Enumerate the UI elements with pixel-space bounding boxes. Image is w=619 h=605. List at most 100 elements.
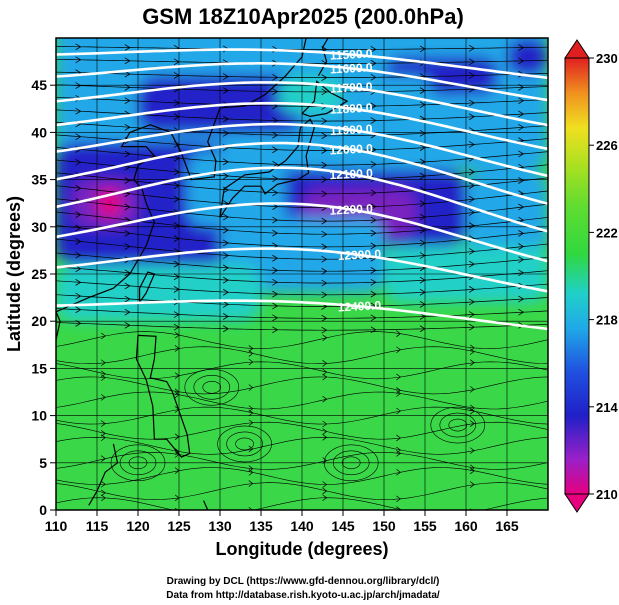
streamline-arrow [124, 70, 131, 78]
streamline-arrow [222, 252, 229, 259]
streamline-arrow [370, 242, 377, 250]
y-tick-label: 0 [39, 502, 47, 518]
coastline [301, 80, 349, 118]
contour-label: 11600.0 [330, 60, 374, 76]
streamline-arrow [396, 495, 401, 503]
streamline-arrow [124, 203, 131, 211]
streamline-arrow [75, 306, 82, 314]
credit-drawing: Drawing by DCL (https://www.gfd-dennou.o… [167, 576, 440, 587]
streamline-eddy [226, 431, 263, 457]
streamline-arrow [222, 158, 229, 166]
streamline-arrow [272, 88, 279, 95]
streamline-arrow [272, 160, 279, 168]
streamline-arrow [272, 229, 279, 237]
y-tick-label: 30 [31, 219, 47, 235]
streamline-arrow [272, 326, 279, 334]
colorbar-top-triangle [564, 39, 590, 59]
streamline-arrow [75, 43, 82, 51]
streamline-arrow [321, 147, 328, 154]
streamline-arrow [124, 282, 131, 290]
streamline-arrow [100, 359, 106, 367]
streamline-arrow [468, 99, 475, 107]
streamline-arrow [248, 469, 254, 476]
contour-label: 11800.0 [330, 101, 374, 117]
credit-data: Data from http://database.rish.kyoto-u.a… [166, 590, 440, 601]
streamline-arrow [518, 110, 525, 118]
streamline-arrow [100, 332, 106, 340]
y-axis-label: Latitude (degrees) [4, 196, 24, 352]
contour-label: 11700.0 [330, 80, 374, 96]
colorbar-ramp [564, 57, 590, 495]
streamline-arrow [75, 184, 82, 192]
streamline-arrow [518, 123, 525, 131]
streamline-arrow [321, 88, 328, 96]
x-tick-label: 150 [372, 518, 396, 534]
streamline-arrow [222, 301, 229, 308]
streamline-arrow [322, 334, 328, 342]
streamline-arrow [174, 507, 178, 510]
y-tick-label: 35 [31, 172, 47, 188]
streamline-arrow [469, 481, 475, 488]
streamline-arrow [75, 133, 82, 141]
contour-label: 12000.0 [329, 141, 373, 157]
streamline-arrow [518, 256, 525, 264]
streamline-arrow [100, 455, 106, 462]
streamline-arrow [396, 450, 401, 457]
contour-label: 11500.0 [330, 46, 374, 62]
contour-11800 [56, 101, 548, 151]
streamline-arrow [124, 230, 131, 237]
coastlines [56, 38, 349, 510]
x-axis-label: Longitude (degrees) [215, 539, 388, 559]
streamline-arrow [222, 115, 229, 123]
x-tick-label: 115 [86, 518, 109, 534]
streamline-eddy [235, 437, 254, 451]
streamline-arrow [518, 308, 525, 316]
streamline-arrow [518, 269, 525, 277]
streamline-arrow [468, 72, 475, 79]
streamline-arrow [222, 313, 229, 320]
streamline-arrow [124, 177, 131, 184]
streamline-arrow [100, 489, 106, 497]
streamline-arrow [322, 428, 328, 435]
streamline-arrow [248, 480, 254, 487]
streamline-arrow [468, 222, 475, 229]
x-tick-label: 125 [167, 518, 191, 534]
streamline-eddy [430, 406, 486, 444]
y-tick-label: 5 [39, 455, 47, 471]
streamline-arrow [75, 238, 82, 245]
coastline [139, 271, 156, 303]
streamline-arrow [321, 291, 328, 299]
streamline-arrow [321, 243, 328, 251]
map-title: GSM 18Z10Apr2025 (200.0hPa) [142, 4, 464, 29]
streamline-arrow [321, 314, 328, 322]
streamline-arrow [370, 160, 377, 168]
streamline-arrow [396, 373, 401, 381]
streamline-arrow [124, 57, 131, 65]
streamline-arrow [321, 279, 328, 287]
streamline-arrow [75, 56, 82, 64]
contour-12000 [56, 141, 548, 206]
streamline-arrow [222, 239, 229, 247]
streamline-arrow [322, 494, 328, 502]
coastline [203, 500, 209, 510]
streamline-arrow [370, 314, 377, 322]
streamline-eddy [184, 368, 240, 406]
streamline-arrow [75, 82, 82, 89]
streamline-arrow [469, 467, 475, 475]
streamline-arrow [468, 113, 475, 121]
colorbar-ticks: 210 214 218 222 226 230 [589, 51, 618, 502]
y-tick-label: 10 [31, 408, 47, 424]
streamline-arrow [272, 302, 279, 310]
colorbar-tick-label: 218 [596, 313, 618, 328]
streamline-arrow [248, 506, 254, 510]
streamline-eddy [217, 425, 272, 463]
streamline-arrow [321, 217, 328, 225]
streamline-arrow [468, 286, 475, 293]
streamline-arrow [322, 434, 328, 441]
streamline-arrow [518, 97, 525, 105]
streamline-arrow [272, 189, 279, 197]
streamline-arrow [396, 407, 401, 415]
colorbar-tick-label: 214 [596, 400, 618, 415]
streamline-arrow [222, 73, 229, 80]
